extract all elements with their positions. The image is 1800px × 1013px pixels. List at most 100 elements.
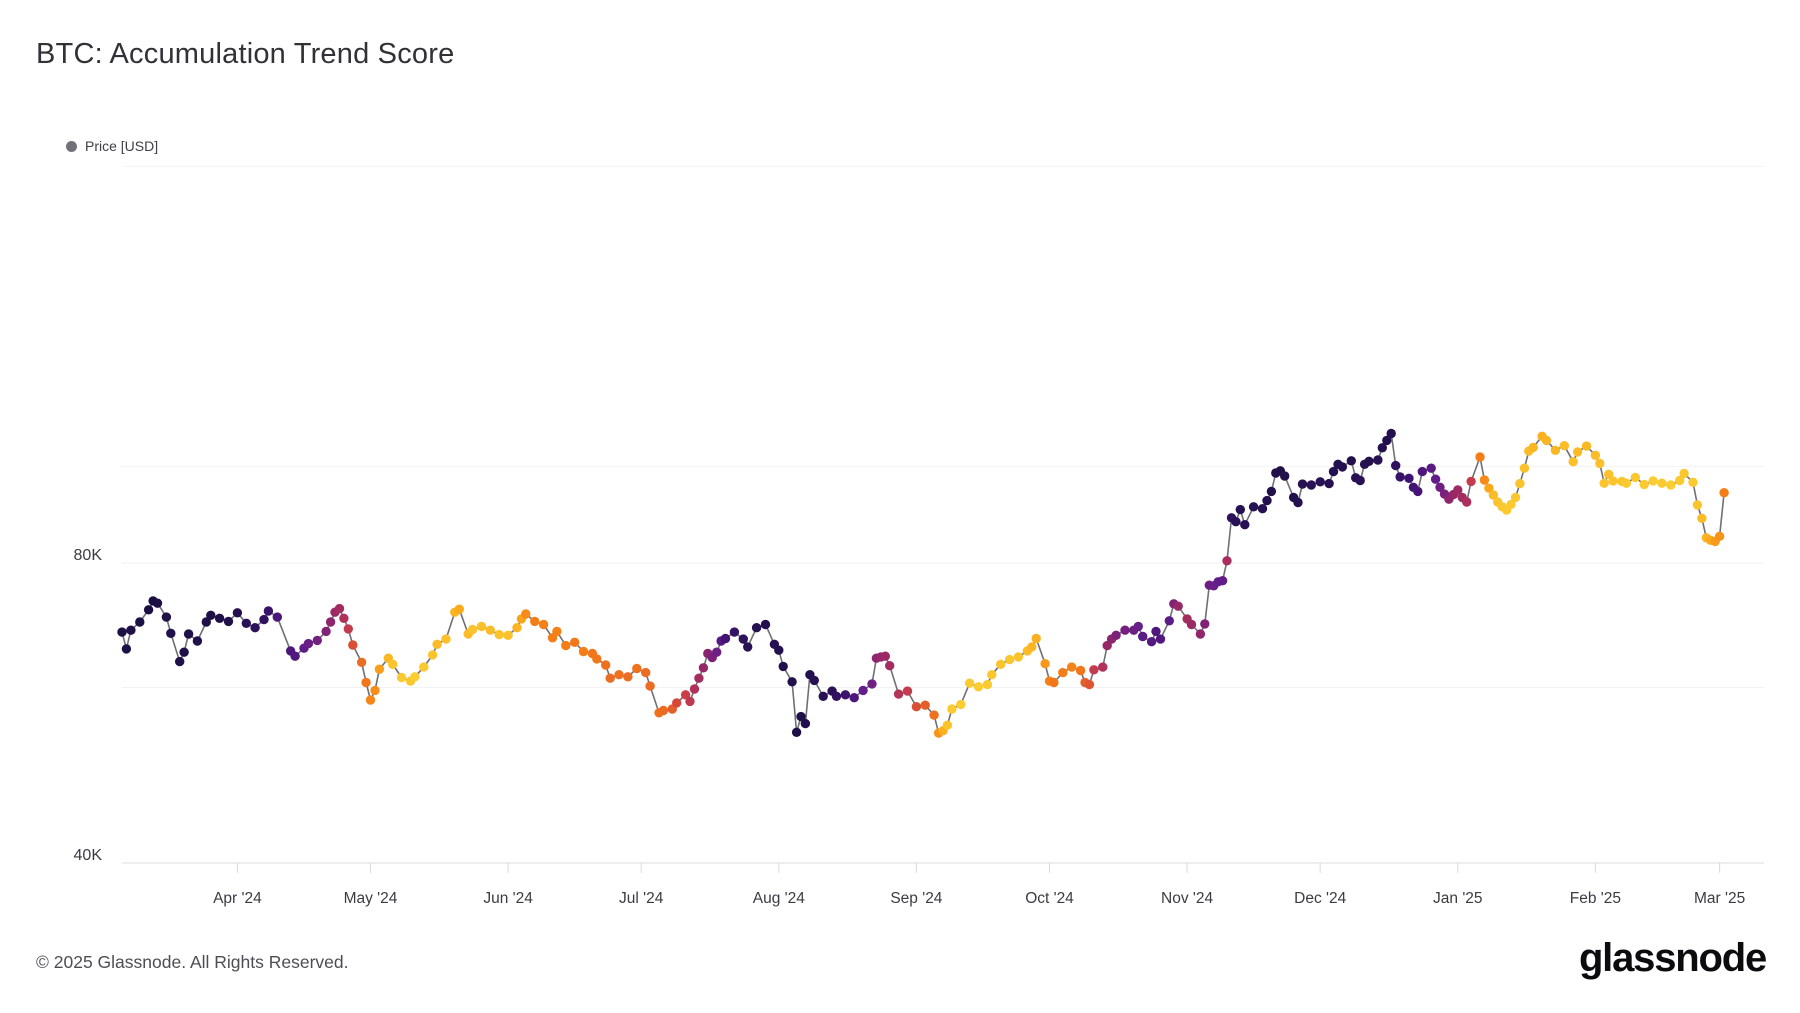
data-point[interactable] (1075, 665, 1086, 676)
data-point[interactable] (161, 612, 172, 622)
data-point[interactable] (223, 616, 234, 627)
data-point[interactable] (1528, 442, 1538, 453)
data-point[interactable] (214, 613, 225, 623)
data-point[interactable] (1235, 504, 1246, 515)
data-point[interactable] (729, 627, 740, 637)
data-point[interactable] (1248, 502, 1259, 512)
data-point[interactable] (1430, 474, 1441, 484)
data-point[interactable] (1595, 458, 1605, 469)
data-point[interactable] (1386, 428, 1396, 439)
data-point[interactable] (818, 691, 828, 701)
data-point[interactable] (1630, 472, 1641, 483)
data-point[interactable] (743, 642, 753, 652)
data-point[interactable] (1146, 637, 1157, 647)
data-point[interactable] (592, 654, 602, 664)
data-point[interactable] (325, 617, 336, 627)
data-point[interactable] (374, 664, 385, 674)
data-point[interactable] (1675, 475, 1685, 486)
data-point[interactable] (1324, 478, 1334, 489)
data-point[interactable] (1355, 475, 1365, 486)
data-point[interactable] (432, 639, 442, 649)
data-point[interactable] (343, 624, 353, 634)
data-point[interactable] (1541, 435, 1552, 446)
data-point[interactable] (476, 621, 487, 632)
data-point[interactable] (751, 623, 762, 633)
data-point[interactable] (1231, 517, 1241, 527)
data-point[interactable] (942, 720, 953, 730)
data-point[interactable] (1297, 479, 1308, 489)
data-point[interactable] (973, 682, 984, 692)
data-point[interactable] (1395, 472, 1405, 482)
data-point[interactable] (1004, 654, 1015, 665)
data-point[interactable] (1568, 457, 1578, 467)
data-point[interactable] (1666, 480, 1676, 490)
data-point[interactable] (1111, 630, 1121, 640)
data-point[interactable] (250, 623, 260, 633)
data-point[interactable] (290, 651, 300, 661)
data-point[interactable] (760, 619, 771, 630)
data-point[interactable] (1608, 476, 1618, 486)
data-point[interactable] (831, 691, 842, 701)
data-point[interactable] (1413, 486, 1423, 497)
data-point[interactable] (982, 679, 993, 690)
data-point[interactable] (503, 630, 513, 640)
data-point[interactable] (885, 661, 895, 671)
data-point[interactable] (232, 608, 243, 618)
data-point[interactable] (614, 670, 624, 680)
data-point[interactable] (1306, 480, 1317, 490)
data-point[interactable] (126, 625, 136, 635)
data-point[interactable] (1657, 478, 1667, 488)
data-point[interactable] (1328, 466, 1339, 477)
data-point[interactable] (1200, 619, 1210, 629)
data-point[interactable] (645, 681, 655, 691)
data-point[interactable] (135, 617, 145, 627)
data-point[interactable] (1067, 662, 1077, 672)
data-point[interactable] (1426, 463, 1436, 473)
data-point[interactable] (441, 634, 451, 644)
data-point[interactable] (929, 710, 939, 720)
data-point[interactable] (201, 617, 211, 627)
data-point[interactable] (1013, 652, 1024, 662)
data-point[interactable] (1049, 677, 1059, 688)
data-point[interactable] (1639, 479, 1649, 490)
data-point[interactable] (467, 624, 478, 635)
data-point[interactable] (175, 656, 185, 667)
data-point[interactable] (778, 661, 788, 672)
data-point[interactable] (1186, 619, 1197, 630)
data-point[interactable] (1604, 469, 1614, 479)
data-point[interactable] (1692, 500, 1703, 510)
data-point[interactable] (321, 626, 331, 637)
data-point[interactable] (1138, 631, 1148, 642)
data-point[interactable] (356, 657, 367, 667)
data-point[interactable] (956, 699, 966, 710)
data-point[interactable] (1466, 476, 1476, 487)
data-point[interactable] (361, 677, 371, 688)
data-point[interactable] (893, 689, 904, 699)
legend-item-price[interactable]: Price [USD] (66, 138, 158, 154)
data-point[interactable] (538, 619, 549, 630)
data-point[interactable] (1120, 625, 1130, 635)
data-point[interactable] (996, 659, 1006, 669)
data-point[interactable] (454, 604, 464, 614)
data-point[interactable] (720, 633, 731, 644)
data-point[interactable] (796, 711, 806, 722)
data-point[interactable] (1453, 485, 1463, 495)
data-point[interactable] (1559, 441, 1570, 451)
data-point[interactable] (632, 663, 642, 674)
data-point[interactable] (117, 627, 127, 637)
data-point[interactable] (427, 650, 438, 660)
data-point[interactable] (1435, 482, 1445, 492)
data-point[interactable] (1462, 497, 1472, 507)
data-point[interactable] (1581, 441, 1592, 451)
data-point[interactable] (143, 605, 154, 615)
data-point[interactable] (1621, 478, 1632, 488)
data-point[interactable] (206, 610, 216, 620)
data-point[interactable] (1391, 460, 1401, 471)
data-point[interactable] (121, 644, 132, 654)
data-point[interactable] (303, 638, 314, 649)
data-point[interactable] (964, 678, 975, 688)
data-point[interactable] (1572, 447, 1583, 457)
data-point[interactable] (1257, 504, 1268, 514)
data-point[interactable] (849, 693, 859, 703)
data-point[interactable] (840, 690, 851, 700)
